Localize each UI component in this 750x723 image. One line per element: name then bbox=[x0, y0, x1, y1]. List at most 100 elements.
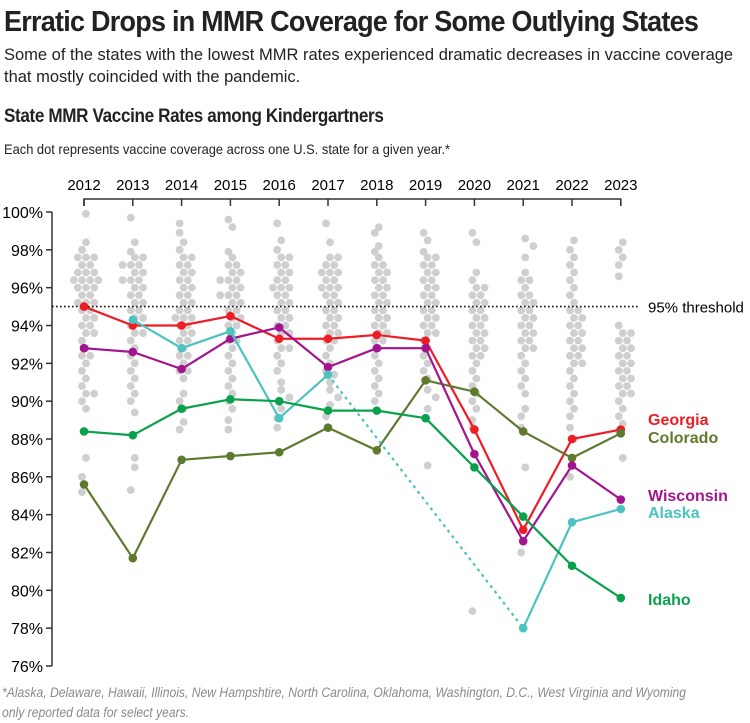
state-dot bbox=[431, 314, 440, 322]
state-dot bbox=[82, 374, 90, 383]
state-dot bbox=[566, 351, 574, 360]
state-dot bbox=[130, 463, 139, 472]
state-dot bbox=[228, 344, 237, 353]
data-point-colorado bbox=[421, 376, 430, 385]
state-dot bbox=[431, 268, 440, 277]
state-dot bbox=[334, 253, 343, 262]
data-point-idaho bbox=[470, 463, 479, 472]
state-dot bbox=[614, 321, 623, 330]
state-dot bbox=[126, 276, 135, 284]
state-dot bbox=[130, 389, 139, 398]
state-dot bbox=[73, 283, 82, 292]
state-dot bbox=[521, 253, 530, 262]
data-point-idaho bbox=[128, 430, 138, 440]
state-dot bbox=[126, 261, 135, 269]
state-dot bbox=[126, 382, 135, 390]
state-dot bbox=[216, 291, 225, 300]
state-dot bbox=[374, 283, 383, 292]
data-point-wisconsin bbox=[421, 343, 430, 353]
state-dot bbox=[374, 359, 383, 368]
state-dot bbox=[224, 382, 233, 390]
state-dot bbox=[118, 261, 127, 269]
state-dot bbox=[273, 219, 282, 228]
state-dot bbox=[322, 351, 330, 360]
state-dot bbox=[472, 238, 481, 247]
state-dot bbox=[423, 236, 432, 245]
state-dot bbox=[419, 291, 428, 300]
data-point-idaho bbox=[226, 394, 235, 404]
state-dot bbox=[285, 298, 294, 307]
state-dot bbox=[78, 245, 86, 254]
x-tick-label: 2015 bbox=[214, 177, 247, 194]
state-dot bbox=[476, 336, 485, 345]
state-dot bbox=[228, 298, 237, 307]
state-dot bbox=[277, 268, 286, 277]
state-dot bbox=[224, 425, 233, 434]
state-dot bbox=[126, 306, 135, 315]
state-dot bbox=[236, 268, 245, 277]
state-dot bbox=[374, 374, 383, 383]
state-dot bbox=[431, 253, 440, 262]
state-dot bbox=[126, 213, 135, 222]
state-dot bbox=[171, 314, 180, 322]
state-dot bbox=[183, 276, 192, 284]
state-dot bbox=[431, 283, 440, 292]
state-dot bbox=[618, 238, 627, 247]
state-dot bbox=[130, 408, 139, 417]
chart-note: Each dot represents vaccine coverage acr… bbox=[4, 141, 451, 157]
state-dot bbox=[285, 283, 294, 292]
data-point-idaho bbox=[323, 406, 333, 415]
state-dot bbox=[517, 276, 526, 284]
series-line-idaho bbox=[376, 409, 426, 420]
state-dot bbox=[78, 488, 86, 496]
data-point-alaska bbox=[323, 370, 333, 379]
state-dot bbox=[224, 351, 233, 360]
state-dot bbox=[224, 276, 233, 284]
state-dot bbox=[468, 291, 477, 300]
state-dot bbox=[179, 268, 188, 277]
state-dot bbox=[228, 253, 237, 262]
data-point-alaska bbox=[567, 517, 577, 527]
state-dot bbox=[614, 351, 623, 360]
state-dot bbox=[476, 321, 485, 330]
series-label-georgia: Georgia bbox=[648, 412, 709, 429]
data-point-wisconsin bbox=[372, 343, 382, 353]
state-dot bbox=[423, 253, 432, 262]
state-dot bbox=[566, 306, 574, 315]
state-dot bbox=[273, 276, 282, 284]
state-dot bbox=[224, 247, 233, 256]
state-dot bbox=[383, 314, 391, 322]
state-dot bbox=[90, 314, 99, 322]
state-dot bbox=[183, 306, 192, 315]
state-dot bbox=[521, 234, 530, 243]
data-point-georgia bbox=[323, 334, 333, 344]
state-dot bbox=[521, 463, 530, 472]
state-dot bbox=[183, 261, 192, 269]
state-dot bbox=[476, 291, 485, 300]
state-dot bbox=[574, 321, 583, 330]
data-point-georgia bbox=[226, 311, 235, 321]
data-point-colorado bbox=[177, 455, 186, 465]
state-dot bbox=[334, 268, 343, 277]
state-dot bbox=[517, 382, 526, 390]
state-dot bbox=[326, 268, 334, 277]
state-dot bbox=[618, 389, 627, 398]
state-dot bbox=[273, 261, 282, 269]
series-line-alaska bbox=[522, 521, 573, 629]
state-dot bbox=[90, 253, 99, 262]
state-dot bbox=[618, 344, 627, 353]
state-dot bbox=[570, 344, 578, 353]
series-line-alaska bbox=[571, 507, 622, 524]
series-line-georgia bbox=[83, 305, 134, 327]
series-line-idaho bbox=[83, 430, 133, 437]
state-dot bbox=[179, 253, 188, 262]
footnote: *Alaska, Delaware, Hawaii, Illinois, New… bbox=[2, 683, 686, 723]
state-dot bbox=[130, 268, 139, 277]
page-title: Erratic Drops in MMR Coverage for Some O… bbox=[4, 6, 699, 38]
state-dot bbox=[476, 306, 485, 315]
state-dot bbox=[419, 261, 428, 269]
series-line-idaho bbox=[571, 564, 622, 599]
state-dot bbox=[326, 253, 334, 262]
state-dot bbox=[130, 359, 139, 368]
